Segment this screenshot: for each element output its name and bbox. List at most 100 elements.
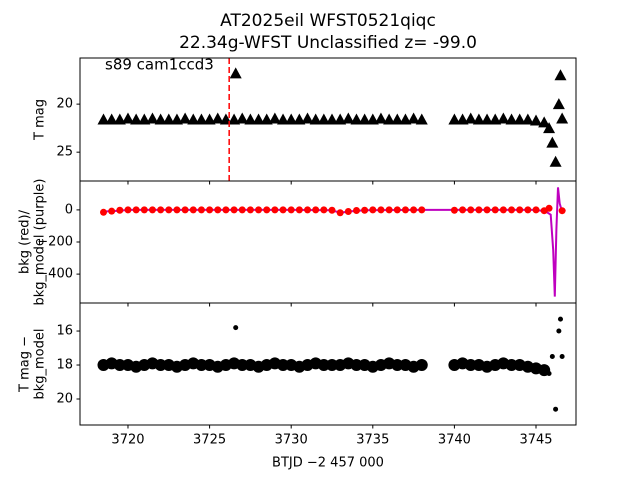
y-tick-label: 16 — [56, 324, 73, 339]
point — [401, 206, 409, 214]
point — [549, 155, 562, 167]
point — [344, 208, 352, 215]
x-tick-label: 3745 — [519, 433, 552, 448]
point — [195, 113, 208, 125]
point — [553, 406, 559, 412]
point — [255, 206, 263, 214]
point — [317, 113, 330, 125]
y-tick-label: −400 — [37, 267, 73, 282]
point — [233, 325, 239, 331]
point — [334, 113, 347, 125]
point — [552, 98, 565, 110]
point — [165, 206, 173, 214]
point — [271, 206, 279, 214]
point — [97, 113, 110, 125]
point — [229, 67, 242, 79]
point — [206, 206, 214, 214]
point — [499, 206, 507, 214]
plot-area — [97, 58, 569, 181]
point — [320, 206, 328, 214]
point — [543, 122, 556, 134]
point — [287, 206, 295, 214]
point — [407, 112, 420, 124]
point — [418, 206, 426, 214]
point — [116, 206, 124, 214]
point — [393, 206, 401, 214]
point — [263, 206, 271, 214]
point — [246, 206, 254, 214]
point — [146, 112, 159, 124]
point — [138, 113, 151, 125]
point — [358, 113, 371, 125]
point — [203, 113, 216, 125]
point — [100, 208, 108, 216]
point — [328, 206, 336, 214]
point — [304, 206, 312, 214]
point — [173, 206, 181, 214]
point — [295, 206, 303, 214]
point — [377, 206, 385, 214]
point — [559, 354, 565, 360]
point — [260, 113, 273, 125]
point — [130, 113, 143, 125]
point — [279, 206, 287, 214]
x-axis-label: BTJD −2 457 000 — [272, 456, 384, 471]
point — [491, 206, 499, 214]
y-tick-label: 20 — [56, 97, 73, 112]
point — [475, 206, 483, 214]
x-tick-label: 3740 — [438, 433, 471, 448]
point — [415, 359, 428, 372]
point — [483, 206, 491, 214]
y-tick-label: 20 — [56, 392, 73, 407]
point — [268, 112, 281, 124]
point — [399, 113, 412, 125]
point — [170, 113, 183, 125]
point — [124, 206, 132, 214]
y-axis-label: T mag — [33, 99, 48, 141]
point — [325, 113, 338, 125]
point — [538, 116, 551, 128]
point — [113, 113, 126, 125]
point — [459, 206, 467, 214]
point — [556, 112, 569, 124]
point — [369, 206, 377, 214]
y-tick-label: −200 — [37, 235, 73, 250]
point — [121, 112, 134, 124]
point — [456, 113, 469, 125]
point — [252, 113, 265, 125]
point — [222, 206, 230, 214]
y-tick-label: 25 — [56, 145, 73, 160]
x-tick-label: 3720 — [111, 433, 144, 448]
point — [472, 113, 485, 125]
point — [244, 113, 257, 125]
point — [132, 206, 140, 214]
point — [148, 206, 156, 214]
point — [214, 206, 222, 214]
point — [108, 207, 116, 215]
point — [140, 206, 148, 214]
point — [554, 69, 567, 81]
point — [230, 206, 238, 214]
point — [157, 206, 165, 214]
point — [374, 112, 387, 124]
title-line: 22.34g-WFST Unclassified z= -99.0 — [179, 33, 477, 53]
point — [383, 113, 396, 125]
point — [181, 206, 189, 214]
point — [556, 328, 562, 334]
point — [385, 206, 393, 214]
point — [285, 113, 298, 125]
x-tick-label: 3735 — [356, 433, 389, 448]
y-axis-label: bkg_model (purple) — [33, 179, 48, 306]
point — [546, 371, 552, 377]
y-axis-label: bkg_model — [33, 328, 48, 399]
point — [508, 206, 516, 214]
point — [366, 113, 379, 125]
y-tick-label: 0 — [65, 202, 73, 217]
point — [391, 113, 404, 125]
point — [505, 113, 518, 125]
point — [154, 113, 167, 125]
point — [410, 206, 418, 214]
point — [189, 206, 197, 214]
